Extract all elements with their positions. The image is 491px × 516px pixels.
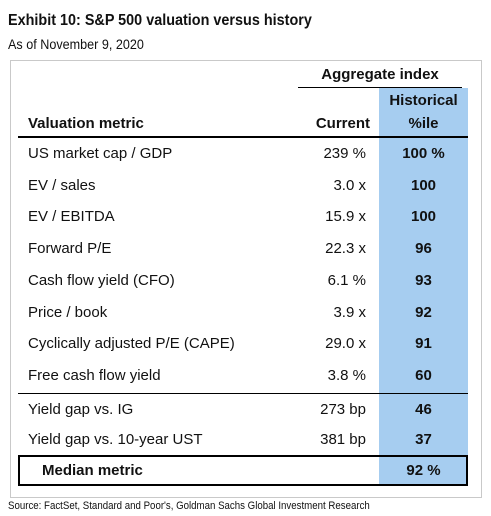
percentile-header: %ile	[408, 115, 439, 132]
current-value-cell: 29.0 x	[325, 335, 366, 352]
table-row: Yield gap vs. IG 273 bp 46	[18, 393, 468, 425]
median-label: Median metric	[42, 462, 143, 479]
historical-header: Historical	[389, 92, 458, 109]
exhibit-date: As of November 9, 2020	[8, 36, 144, 52]
aggregate-index-rule	[298, 87, 462, 88]
current-value-cell: 22.3 x	[325, 240, 366, 257]
metric-cell: Cash flow yield (CFO)	[28, 272, 175, 289]
percentile-cell: 60	[415, 367, 432, 384]
table-row: Price / book 3.9 x 92	[18, 297, 468, 328]
current-value-cell: 239 %	[323, 145, 366, 162]
metric-cell: US market cap / GDP	[28, 145, 173, 162]
current-value-cell: 3.8 %	[327, 367, 366, 384]
table-row: Free cash flow yield 3.8 % 60	[18, 360, 468, 391]
metric-cell: Yield gap vs. IG	[28, 401, 134, 418]
table-row: EV / sales 3.0 x 100	[18, 170, 468, 201]
header-rule	[18, 136, 468, 138]
table-row: Forward P/E 22.3 x 96	[18, 233, 468, 264]
percentile-cell: 37	[415, 431, 432, 448]
metric-cell: Forward P/E	[28, 240, 112, 257]
table-frame	[10, 60, 482, 498]
valuation-metric-header: Valuation metric	[28, 115, 144, 132]
percentile-cell: 96	[415, 240, 432, 257]
source-note: Source: FactSet, Standard and Poor's, Go…	[8, 500, 370, 512]
current-value-cell: 273 bp	[320, 401, 366, 418]
current-value-cell: 6.1 %	[327, 272, 366, 289]
historical-column-highlight	[379, 88, 468, 486]
percentile-cell: 46	[415, 401, 432, 418]
exhibit-title: Exhibit 10: S&P 500 valuation versus his…	[8, 12, 312, 29]
table-row: Yield gap vs. 10-year UST 381 bp 37	[18, 424, 468, 455]
table-row: Cash flow yield (CFO) 6.1 % 93	[18, 265, 468, 296]
metric-cell: Free cash flow yield	[28, 367, 161, 384]
percentile-cell: 93	[415, 272, 432, 289]
current-header: Current	[315, 115, 370, 132]
metric-cell: Yield gap vs. 10-year UST	[28, 431, 203, 448]
percentile-cell: 91	[415, 335, 432, 352]
median-row: Median metric 92 %	[18, 455, 468, 486]
percentile-cell: 100	[410, 208, 437, 225]
current-value-cell: 3.0 x	[333, 177, 366, 194]
table-row: US market cap / GDP 239 % 100 %	[18, 138, 468, 169]
percentile-cell: 100	[410, 177, 437, 194]
current-value-cell: 15.9 x	[325, 208, 366, 225]
metric-cell: Price / book	[28, 304, 108, 321]
metric-cell: EV / sales	[28, 177, 96, 194]
aggregate-index-header: Aggregate index	[321, 66, 439, 83]
table-row: EV / EBITDA 15.9 x 100	[18, 201, 468, 232]
percentile-cell: 100 %	[402, 145, 445, 162]
metric-cell: EV / EBITDA	[28, 208, 115, 225]
median-percentile: 92 %	[406, 462, 441, 479]
table-row: Cyclically adjusted P/E (CAPE) 29.0 x 91	[18, 328, 468, 359]
current-value-cell: 3.9 x	[333, 304, 366, 321]
percentile-cell: 92	[415, 304, 432, 321]
metric-cell: Cyclically adjusted P/E (CAPE)	[28, 335, 235, 352]
current-value-cell: 381 bp	[320, 431, 366, 448]
